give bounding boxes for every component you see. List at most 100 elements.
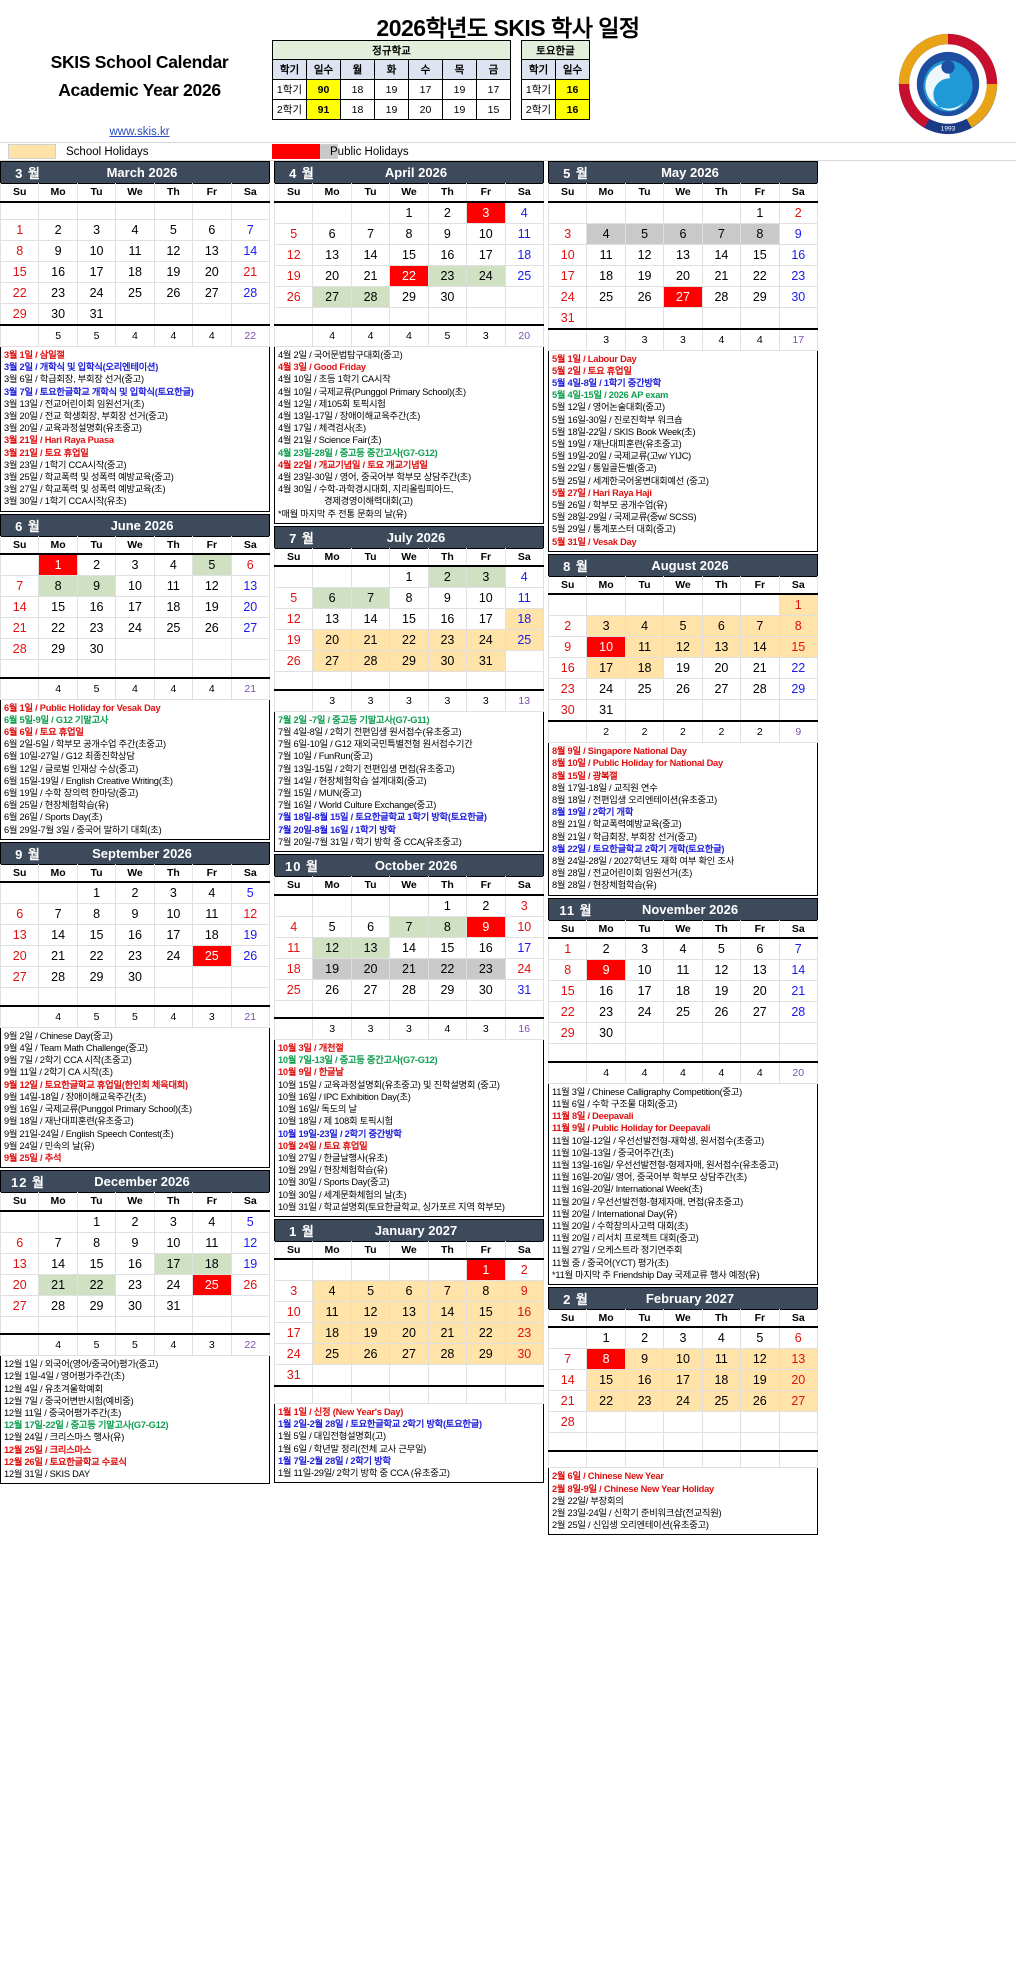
calendar-day-cell: 30 <box>427 650 468 673</box>
event-item: 11월 10일-13일 / 중국어주간(초) <box>552 1147 674 1158</box>
calendar-empty-cell <box>153 303 194 326</box>
weekday-count: 3 <box>624 327 665 351</box>
calendar-day-cell: 21 <box>740 657 780 680</box>
calendar-day-cell: 3 <box>76 219 117 241</box>
calendar-day-cell: 9 <box>624 1348 665 1371</box>
calendar-empty-cell <box>466 999 506 1019</box>
calendar-day-cell: 27 <box>0 966 40 989</box>
weekday-count: 3 <box>466 324 506 347</box>
term-total-days: 90 <box>306 79 341 100</box>
calendar-empty-cell <box>427 1258 468 1282</box>
calendar-day-cell: 18 <box>153 596 194 619</box>
event-item: 5월 19일 / 재난대피훈련(유초중고) <box>552 438 682 449</box>
saturday-row-term2: 2학기 16 <box>521 99 590 120</box>
calendar-day-cell: 29 <box>76 966 117 989</box>
month-calendar-table: Su Mo Tu We Th Fr Sa 1 2 3 4 5 6 7 8 9 10 11 12 13 14 15 16 17 1… <box>547 1308 819 1469</box>
weekday-header: Su <box>547 1309 588 1329</box>
weekday-header: Fr <box>466 876 506 896</box>
weekday-count: 4 <box>115 676 155 700</box>
month-events-list: 8월 9일 / Singapore National Day 8월 10일 / P… <box>548 743 818 896</box>
month-label-kr: 12 월 <box>10 1175 46 1191</box>
calendar-empty-cell <box>504 671 545 691</box>
calendar-week-row: 28 29 30 <box>0 638 271 661</box>
calendar-empty-cell <box>624 1411 665 1434</box>
term-fri: 17 <box>476 79 511 100</box>
website-link[interactable]: www.skis.kr <box>109 126 170 138</box>
calendar-empty-cell <box>0 201 40 220</box>
calendar-empty-cell <box>701 1411 742 1434</box>
event-item: 경제경영이해력대회(고) <box>324 496 413 507</box>
month-label-en: March 2026 <box>106 165 178 180</box>
weekday-header: Tu <box>624 183 665 203</box>
weekday-count <box>312 1385 352 1404</box>
term-label: 2학기 <box>272 99 307 120</box>
weekday-header: Su <box>547 576 588 596</box>
calendar-empty-cell <box>389 999 429 1019</box>
calendar-day-cell: 5 <box>230 881 271 905</box>
event-item: 1월 1일 / 신정 (New Year's Day) <box>278 1406 404 1417</box>
weekday-header-row: Su Mo Tu We Th Fr Sa <box>0 864 271 884</box>
weekday-count: 4 <box>153 1333 194 1357</box>
calendar-empty-cell <box>586 1043 626 1063</box>
col-wednesday: 수 <box>408 59 443 80</box>
event-item: 6월 19일 / 수학 창의력 한마당(중고) <box>4 788 139 799</box>
weekday-header: Tu <box>350 1241 391 1261</box>
event-item: 6월 6일 / 토요 휴업일 <box>4 727 84 738</box>
calendar-day-cell: 15 <box>76 1252 117 1275</box>
calendar-day-cell: 5 <box>192 553 232 577</box>
calendar-day-cell: 16 <box>427 608 468 631</box>
calendar-empty-cell <box>0 1315 40 1335</box>
weekday-count: 2 <box>663 720 703 744</box>
calendar-day-cell: 16 <box>547 657 588 680</box>
event-item: 9월 2일 / Chinese Day(중고) <box>4 1030 113 1041</box>
calendar-day-cell: 2 <box>504 1258 545 1282</box>
calendar-empty-cell <box>312 1364 352 1387</box>
calendar-day-cell: 15 <box>466 1301 506 1324</box>
calendar-day-cell: 16 <box>115 1252 155 1275</box>
month-total-days <box>778 1449 819 1469</box>
calendar-day-cell: 20 <box>0 1273 40 1296</box>
event-item: 1월 5일 / 대입전형설명회(고) <box>278 1431 386 1442</box>
calendar-day-cell: 22 <box>389 629 429 652</box>
calendar-day-cell: 12 <box>273 243 314 266</box>
calendar-day-cell: 14 <box>740 636 780 659</box>
calendar-empty-cell <box>740 1022 780 1045</box>
event-item: 12월 7일 / 중국어변반시험(예비중) <box>4 1395 134 1406</box>
event-item: 11월 20일 / International Day(유) <box>552 1208 677 1219</box>
weekday-header: Su <box>547 920 588 940</box>
calendar-day-cell: 5 <box>273 587 314 610</box>
event-item: 6월 26일 / Sports Day(초) <box>4 812 103 823</box>
calendar-day-cell: 8 <box>427 915 468 938</box>
calendar-week-row: 17 18 19 20 21 22 23 <box>273 1322 545 1345</box>
weekday-count: 3 <box>389 688 429 712</box>
calendar-day-cell: 12 <box>192 575 232 598</box>
calendar-week-row: 22 23 24 25 26 27 28 <box>0 282 271 304</box>
event-item: 3월 25일 / 학교폭력 및 성폭력 예방교육(중고) <box>4 472 174 483</box>
event-item: 4월 23일-30일 / 영어, 중국어부 학부모 상담주간(초) <box>278 472 471 483</box>
calendar-day-cell: 4 <box>192 881 232 905</box>
weekday-header-row: Su Mo Tu We Th Fr Sa <box>547 1309 819 1329</box>
weekday-header-row: Su Mo Tu We Th Fr Sa <box>0 183 271 203</box>
weekday-header: Th <box>153 864 194 884</box>
weekday-header: We <box>389 183 429 203</box>
month-events-list: 11월 3일 / Chinese Calligraphy Competition… <box>548 1083 818 1285</box>
event-item: 3월 2일 / 개학식 및 입학식(오리엔테이션) <box>4 362 159 373</box>
calendar-day-cell: 8 <box>740 222 780 245</box>
calendar-day-cell: 23 <box>76 617 117 640</box>
event-item: 10월 27일 / 한글날행사(유초) <box>278 1152 388 1163</box>
month-total-days: 21 <box>230 1004 271 1028</box>
weekday-header: Th <box>153 536 194 556</box>
weekday-header: Mo <box>312 1241 352 1261</box>
calendar-week-row <box>547 1043 819 1063</box>
weekday-count: 4 <box>663 1060 703 1084</box>
calendar-day-cell: 27 <box>192 282 232 304</box>
event-item: 5월 16일-30일 / 진로진학부 워크숍 <box>552 414 683 425</box>
calendar-day-cell: 8 <box>547 959 588 982</box>
legend-public-holiday: Public Holidays <box>272 144 409 159</box>
calendar-day-cell: 7 <box>0 575 40 598</box>
calendar-day-cell: 20 <box>0 945 40 968</box>
